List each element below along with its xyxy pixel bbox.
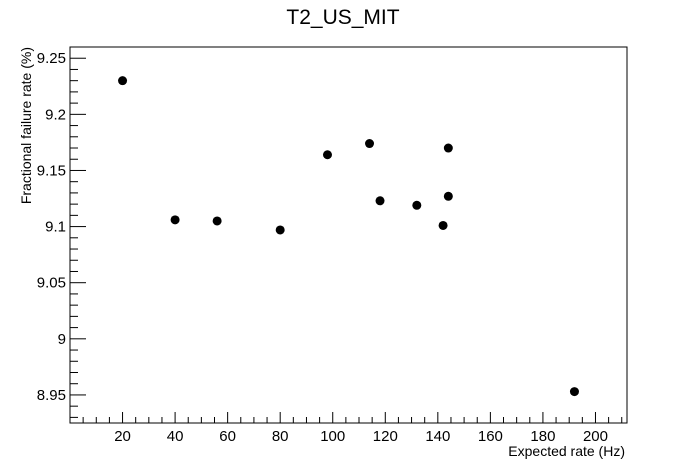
x-tick-label: 60 bbox=[219, 428, 236, 445]
y-tick-label: 9.2 bbox=[45, 106, 66, 123]
y-tick-label: 8.95 bbox=[37, 387, 66, 404]
data-point bbox=[170, 215, 180, 225]
x-axis-title: Expected rate (Hz) bbox=[508, 443, 625, 459]
y-tick-label: 9.1 bbox=[45, 219, 66, 236]
data-point bbox=[322, 150, 332, 160]
data-point bbox=[118, 76, 128, 86]
data-point bbox=[212, 216, 222, 226]
x-tick-label: 200 bbox=[583, 428, 608, 445]
x-axis: 20 40 60 80 100 120 140 160 180 200 bbox=[69, 412, 623, 445]
data-point bbox=[438, 220, 448, 230]
x-tick-label: 160 bbox=[478, 428, 503, 445]
y-axis: 8.95 9 9.05 9.1 9.15 9.2 9.25 bbox=[37, 46, 86, 418]
x-tick-label: 180 bbox=[530, 428, 555, 445]
data-point bbox=[569, 387, 579, 397]
chart-title: T2_US_MIT bbox=[286, 6, 399, 29]
y-axis-title: Fractional failure rate (%) bbox=[18, 47, 34, 204]
y-tick-label: 9.25 bbox=[37, 50, 66, 67]
data-point bbox=[412, 200, 422, 210]
x-tick-label: 20 bbox=[114, 428, 131, 445]
x-tick-label: 140 bbox=[425, 428, 450, 445]
data-point bbox=[275, 225, 285, 235]
x-tick-label: 120 bbox=[373, 428, 398, 445]
data-point bbox=[375, 196, 385, 206]
data-points bbox=[118, 76, 579, 397]
y-tick-label: 9.05 bbox=[37, 275, 66, 292]
x-tick-label: 80 bbox=[272, 428, 289, 445]
x-tick-label: 40 bbox=[167, 428, 184, 445]
y-tick-label: 9.15 bbox=[37, 162, 66, 179]
plot-frame bbox=[69, 46, 628, 424]
data-point bbox=[443, 191, 453, 201]
x-tick-label: 100 bbox=[320, 428, 345, 445]
data-point bbox=[365, 139, 375, 149]
data-point bbox=[443, 143, 453, 153]
y-tick-label: 9 bbox=[58, 331, 66, 348]
